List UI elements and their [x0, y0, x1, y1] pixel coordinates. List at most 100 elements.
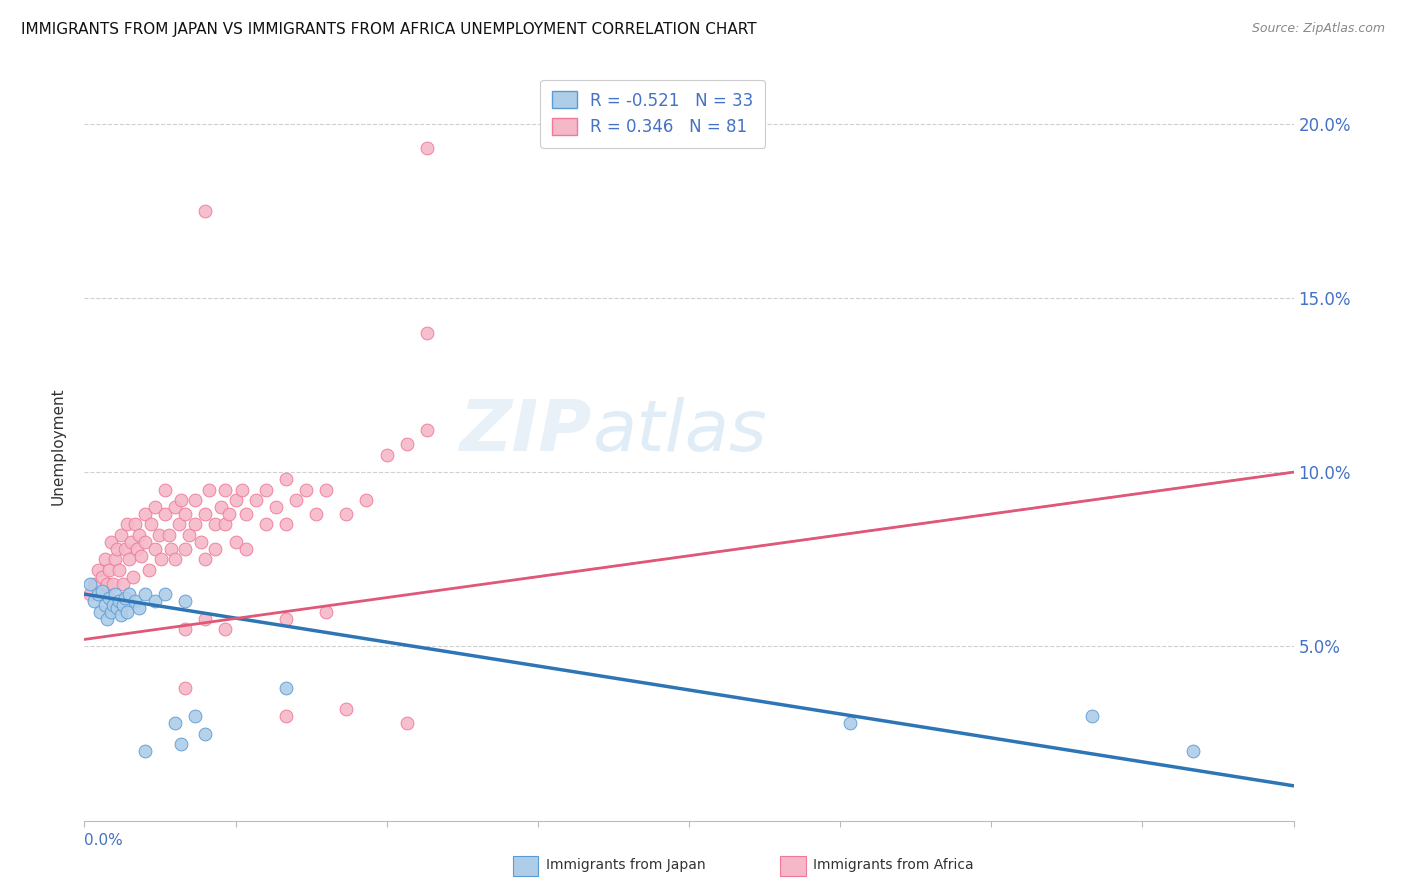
Text: Immigrants from Japan: Immigrants from Japan — [546, 858, 706, 872]
Point — [139, 517, 162, 532]
Point — [134, 587, 156, 601]
Point — [118, 552, 141, 566]
Point — [167, 517, 190, 532]
Point — [231, 483, 253, 497]
Point — [416, 326, 439, 340]
Point — [395, 437, 418, 451]
Point — [335, 507, 357, 521]
Point — [194, 611, 217, 625]
Text: 0.0%: 0.0% — [84, 832, 124, 847]
Point — [295, 483, 318, 497]
Point — [264, 500, 287, 514]
Point — [100, 534, 122, 549]
Point — [204, 541, 226, 556]
Point — [245, 493, 267, 508]
Point — [165, 552, 187, 566]
Point — [115, 605, 138, 619]
Point — [104, 552, 127, 566]
Point — [128, 601, 150, 615]
Point — [1181, 744, 1204, 758]
Point — [315, 605, 337, 619]
Point — [170, 737, 193, 751]
Point — [254, 517, 277, 532]
Text: ZIP: ZIP — [460, 397, 592, 466]
Point — [115, 517, 138, 532]
Point — [111, 598, 134, 612]
Point — [416, 423, 439, 437]
Point — [107, 563, 129, 577]
Point — [174, 681, 197, 696]
Point — [184, 493, 207, 508]
Point — [214, 622, 236, 636]
Point — [143, 500, 166, 514]
Point — [225, 493, 247, 508]
Point — [274, 517, 297, 532]
Point — [121, 570, 143, 584]
Point — [93, 552, 115, 566]
Legend: R = -0.521   N = 33, R = 0.346   N = 81: R = -0.521 N = 33, R = 0.346 N = 81 — [540, 79, 765, 148]
Point — [190, 534, 212, 549]
Point — [110, 528, 132, 542]
Point — [165, 500, 187, 514]
Point — [114, 591, 136, 605]
Point — [129, 549, 152, 563]
Point — [165, 716, 187, 731]
Point — [184, 709, 207, 723]
Point — [194, 507, 217, 521]
Point — [356, 493, 378, 508]
Point — [225, 534, 247, 549]
Point — [93, 598, 115, 612]
Point — [274, 709, 297, 723]
Point — [184, 517, 207, 532]
Point — [209, 500, 232, 514]
Point — [274, 681, 297, 696]
Point — [174, 541, 197, 556]
Point — [134, 534, 156, 549]
Point — [114, 541, 136, 556]
Point — [305, 507, 328, 521]
Y-axis label: Unemployment: Unemployment — [51, 387, 66, 505]
Text: Source: ZipAtlas.com: Source: ZipAtlas.com — [1251, 22, 1385, 36]
Point — [91, 583, 114, 598]
Point — [143, 594, 166, 608]
Point — [96, 576, 118, 591]
Point — [254, 483, 277, 497]
Point — [101, 598, 124, 612]
Point — [315, 483, 337, 497]
Text: Immigrants from Africa: Immigrants from Africa — [813, 858, 973, 872]
Point — [134, 507, 156, 521]
Point — [194, 552, 217, 566]
Point — [174, 507, 197, 521]
Point — [97, 591, 120, 605]
Point — [214, 483, 236, 497]
Point — [274, 611, 297, 625]
Point — [120, 534, 142, 549]
Point — [105, 601, 128, 615]
Point — [194, 726, 217, 740]
Point — [87, 563, 110, 577]
Point — [134, 744, 156, 758]
Point — [1081, 709, 1104, 723]
Point — [274, 472, 297, 486]
Point — [100, 605, 122, 619]
Point — [89, 605, 111, 619]
Point — [148, 528, 170, 542]
Point — [198, 483, 221, 497]
Point — [89, 587, 111, 601]
Point — [111, 576, 134, 591]
Point — [118, 587, 141, 601]
Point — [395, 716, 418, 731]
Point — [204, 517, 226, 532]
Point — [124, 517, 146, 532]
Point — [128, 528, 150, 542]
Point — [170, 493, 193, 508]
Point — [79, 576, 101, 591]
Point — [335, 702, 357, 716]
Point — [101, 576, 124, 591]
Point — [138, 563, 160, 577]
Point — [235, 507, 257, 521]
Point — [79, 587, 101, 601]
Point — [179, 528, 201, 542]
Point — [153, 587, 176, 601]
Point — [149, 552, 172, 566]
